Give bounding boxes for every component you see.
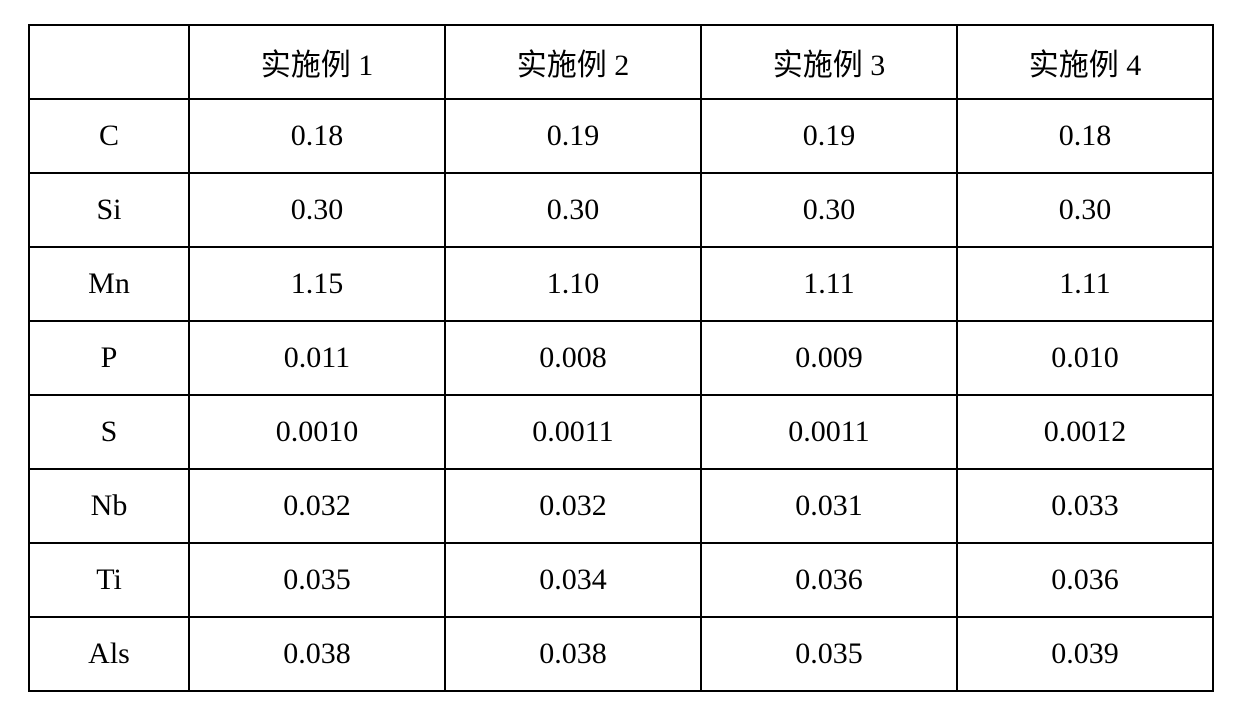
table-cell: 0.30 (701, 173, 957, 247)
row-label: P (29, 321, 189, 395)
table-cell: 0.010 (957, 321, 1213, 395)
table-row: Mn 1.15 1.10 1.11 1.11 (29, 247, 1213, 321)
header-blank-cell (29, 25, 189, 99)
table-cell: 0.18 (957, 99, 1213, 173)
table-cell: 0.035 (701, 617, 957, 691)
row-label: Mn (29, 247, 189, 321)
table-cell: 0.038 (189, 617, 445, 691)
table-cell: 0.0010 (189, 395, 445, 469)
table-cell: 0.036 (957, 543, 1213, 617)
table-cell: 0.30 (445, 173, 701, 247)
table-cell: 0.035 (189, 543, 445, 617)
table-row: P 0.011 0.008 0.009 0.010 (29, 321, 1213, 395)
table-row: S 0.0010 0.0011 0.0011 0.0012 (29, 395, 1213, 469)
row-label: S (29, 395, 189, 469)
table-cell: 0.0011 (445, 395, 701, 469)
table-cell: 0.038 (445, 617, 701, 691)
table-cell: 0.0011 (701, 395, 957, 469)
table-cell: 1.11 (957, 247, 1213, 321)
table-cell: 0.011 (189, 321, 445, 395)
table-cell: 0.036 (701, 543, 957, 617)
table-cell: 0.18 (189, 99, 445, 173)
column-header: 实施例 2 (445, 25, 701, 99)
row-label: Si (29, 173, 189, 247)
table-cell: 0.032 (189, 469, 445, 543)
table-cell: 0.19 (445, 99, 701, 173)
table-row: Si 0.30 0.30 0.30 0.30 (29, 173, 1213, 247)
table-cell: 1.11 (701, 247, 957, 321)
column-header: 实施例 1 (189, 25, 445, 99)
table-cell: 0.032 (445, 469, 701, 543)
column-header: 实施例 3 (701, 25, 957, 99)
composition-table: 实施例 1 实施例 2 实施例 3 实施例 4 C 0.18 0.19 0.19… (28, 24, 1214, 692)
table-row: Nb 0.032 0.032 0.031 0.033 (29, 469, 1213, 543)
row-label: Ti (29, 543, 189, 617)
table-row: C 0.18 0.19 0.19 0.18 (29, 99, 1213, 173)
table-cell: 0.034 (445, 543, 701, 617)
table-cell: 0.031 (701, 469, 957, 543)
table-cell: 1.15 (189, 247, 445, 321)
table-header-row: 实施例 1 实施例 2 实施例 3 实施例 4 (29, 25, 1213, 99)
row-label: Als (29, 617, 189, 691)
table-row: Als 0.038 0.038 0.035 0.039 (29, 617, 1213, 691)
row-label: Nb (29, 469, 189, 543)
composition-table-container: 实施例 1 实施例 2 实施例 3 实施例 4 C 0.18 0.19 0.19… (0, 0, 1240, 716)
column-header: 实施例 4 (957, 25, 1213, 99)
table-row: Ti 0.035 0.034 0.036 0.036 (29, 543, 1213, 617)
row-label: C (29, 99, 189, 173)
table-cell: 0.19 (701, 99, 957, 173)
table-cell: 0.30 (957, 173, 1213, 247)
table-cell: 0.033 (957, 469, 1213, 543)
table-cell: 0.0012 (957, 395, 1213, 469)
table-cell: 1.10 (445, 247, 701, 321)
table-cell: 0.039 (957, 617, 1213, 691)
table-cell: 0.008 (445, 321, 701, 395)
table-cell: 0.30 (189, 173, 445, 247)
table-cell: 0.009 (701, 321, 957, 395)
